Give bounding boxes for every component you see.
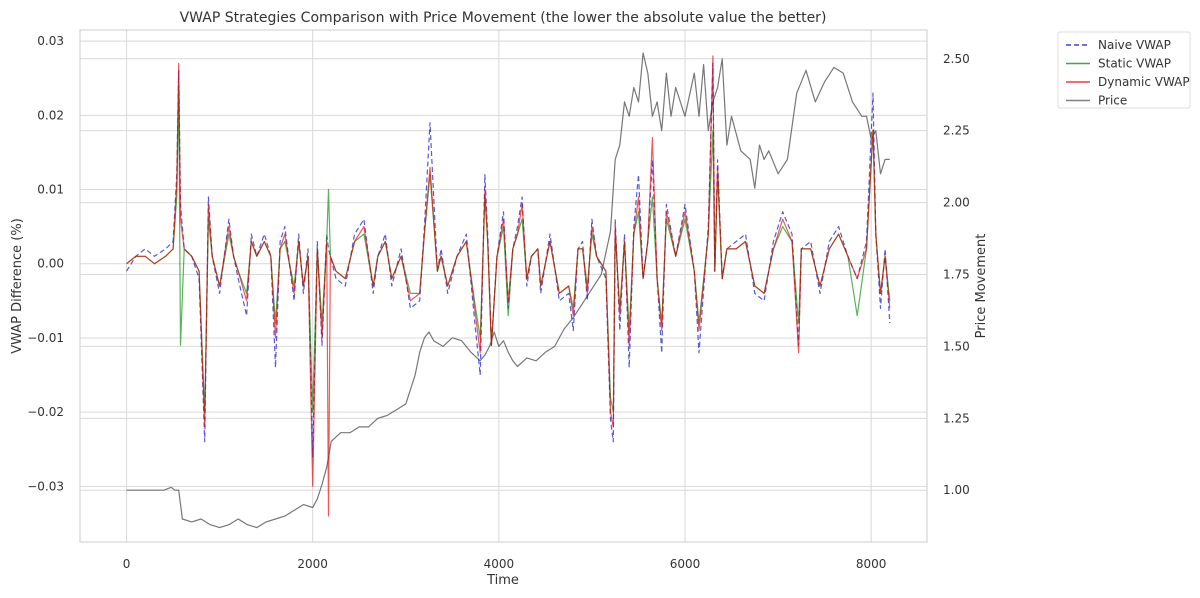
x-tick-label: 0 — [123, 557, 131, 571]
y2-axis-ticks: 2.50 2.25 2.00 1.75 1.50 1.25 1.00 — [943, 52, 970, 497]
x-tick-label: 4000 — [484, 557, 515, 571]
y-axis-label: VWAP Difference (%) — [10, 218, 25, 354]
y-tick-label: 0.02 — [37, 108, 64, 122]
legend-label: Price — [1098, 94, 1127, 108]
series-line-static-vwap — [126, 85, 891, 413]
legend: Naive VWAP Static VWAP Dynamic VWAP Price — [1057, 31, 1191, 109]
legend-box — [1057, 31, 1191, 109]
y2-axis-label: Price Movement — [974, 234, 989, 339]
y-tick-label: 0.01 — [37, 183, 64, 197]
y-tick-label: −0.01 — [27, 331, 64, 345]
y-tick-label: 0.00 — [37, 257, 64, 271]
y-tick-label: −0.02 — [27, 405, 64, 419]
x-axis-ticks: 0 2000 4000 6000 8000 — [123, 557, 887, 571]
y2-tick-label: 1.50 — [943, 339, 970, 353]
grid — [80, 30, 927, 542]
series-lines — [125, 52, 891, 529]
x-axis-label: Time — [486, 573, 519, 588]
y-axis-ticks: 0.03 0.02 0.01 0.00 −0.01 −0.02 −0.03 — [27, 34, 64, 493]
y2-tick-label: 1.75 — [943, 267, 970, 281]
series-line-naive-vwap — [125, 62, 891, 458]
y2-tick-label: 1.25 — [943, 411, 970, 425]
legend-label: Dynamic VWAP — [1098, 75, 1190, 89]
y-tick-label: −0.03 — [27, 479, 64, 493]
chart-title: VWAP Strategies Comparison with Price Mo… — [180, 10, 827, 26]
x-tick-label: 2000 — [297, 557, 328, 571]
y-tick-label: 0.03 — [37, 34, 64, 48]
series-line-dynamic-vwap — [126, 55, 891, 517]
y2-tick-label: 2.00 — [943, 196, 970, 210]
y2-tick-label: 2.50 — [943, 52, 970, 66]
legend-label: Static VWAP — [1098, 57, 1171, 71]
y2-tick-label: 1.00 — [943, 483, 970, 497]
series-line-price — [126, 52, 890, 529]
x-tick-label: 8000 — [856, 557, 887, 571]
y2-tick-label: 2.25 — [943, 124, 970, 138]
legend-label: Naive VWAP — [1098, 38, 1171, 52]
plot-frame — [79, 29, 928, 543]
x-tick-label: 6000 — [670, 557, 701, 571]
